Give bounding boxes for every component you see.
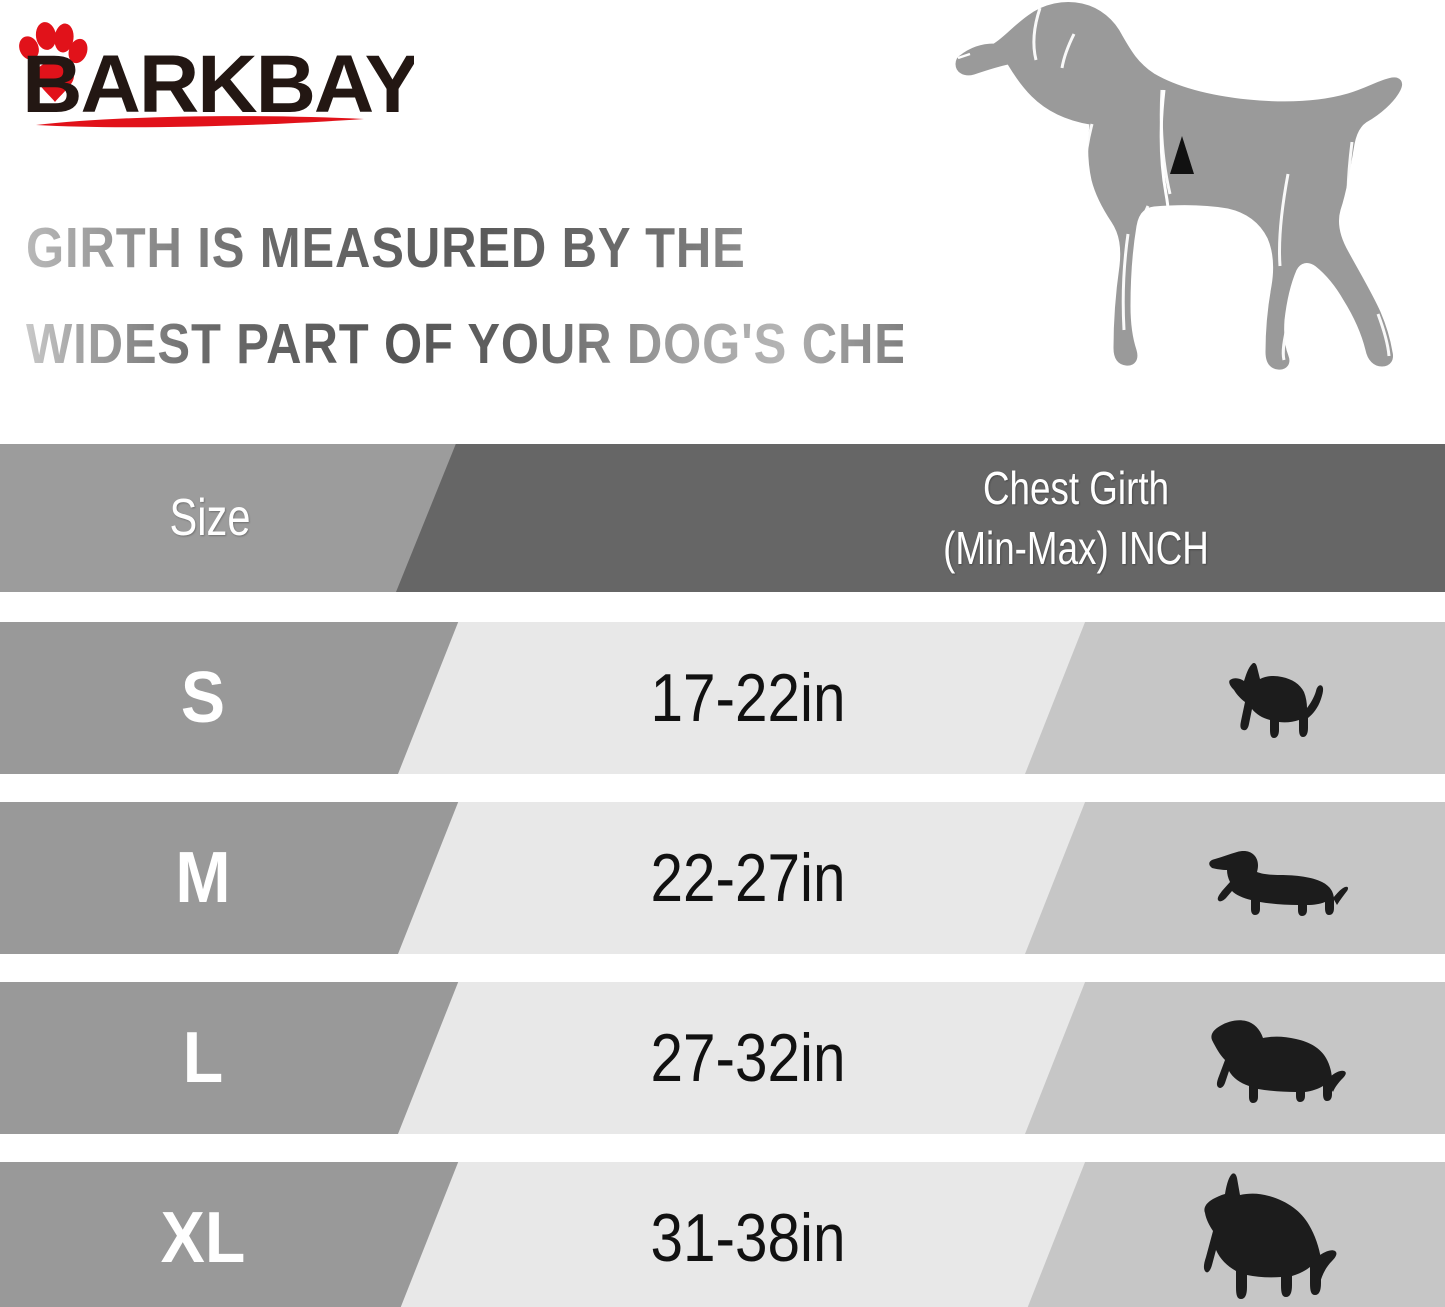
header-label-girth-line2: (Min-Max) INCH [943,522,1209,574]
cell-size: M [0,802,466,954]
paw-print-icon [19,22,88,102]
brand-logo: BARKBAY [14,14,414,139]
great-dane-silhouette-icon [1155,1162,1395,1307]
tagline-line-1: GIRTH IS MEASURED BY THE [26,200,903,296]
cell-girth: 27-32in [398,982,1090,1134]
cell-size: S [0,622,466,774]
table-row: L 27-32in [0,982,1445,1134]
girth-value: 31-38in [650,1200,846,1276]
cell-size: L [0,982,466,1134]
girth-value: 22-27in [650,840,846,916]
svg-text:BARKBAY: BARKBAY [22,38,414,130]
chihuahua-silhouette-icon [1155,622,1395,774]
size-chart-table: Size Chest Girth (Min-Max) INCH S 17-22i… [0,444,1445,1307]
header-cell-size: Size [0,444,460,592]
table-row: S 17-22in [0,622,1445,774]
girth-value: 17-22in [650,660,846,736]
dog-body-shape [955,2,1403,370]
cell-dog-icon [1025,982,1445,1134]
logo-swoosh [36,116,364,128]
girth-line [1159,89,1170,220]
mastiff-silhouette-icon [1155,982,1395,1134]
header-cell-girth: Chest Girth (Min-Max) INCH [396,444,1445,592]
table-header-row: Size Chest Girth (Min-Max) INCH [0,444,1445,592]
cell-girth: 31-38in [398,1162,1090,1307]
header-label-girth-line1: Chest Girth [982,462,1170,514]
cell-girth: 22-27in [398,802,1090,954]
girth-arrow-marker [1170,136,1194,174]
cell-dog-icon [1025,1162,1445,1307]
table-row: XL 31-38in [0,1162,1445,1307]
barkbay-logo-icon: BARKBAY [19,22,414,130]
tagline-line-2: WIDEST PART OF YOUR DOG'S CHEST. [26,296,980,392]
tagline: GIRTH IS MEASURED BY THE WIDEST PART OF … [26,200,1046,392]
dog-eye-icon [1000,24,1008,30]
girth-value: 27-32in [650,1020,846,1096]
cell-size: XL [0,1162,466,1307]
header-label-girth: Chest Girth (Min-Max) INCH [796,444,1356,592]
dachshund-silhouette-icon [1155,802,1395,954]
header-label-size: Size [169,489,251,547]
cell-girth: 17-22in [398,622,1090,774]
size-label: XL [160,1198,246,1278]
cell-dog-icon [1025,622,1445,774]
dog-measurement-icon [955,2,1403,370]
dog-girth-illustration [948,0,1445,394]
size-label: L [182,1018,224,1098]
size-label: S [180,658,226,738]
table-row: M 22-27in [0,802,1445,954]
cell-dog-icon [1025,802,1445,954]
size-label: M [175,838,231,918]
